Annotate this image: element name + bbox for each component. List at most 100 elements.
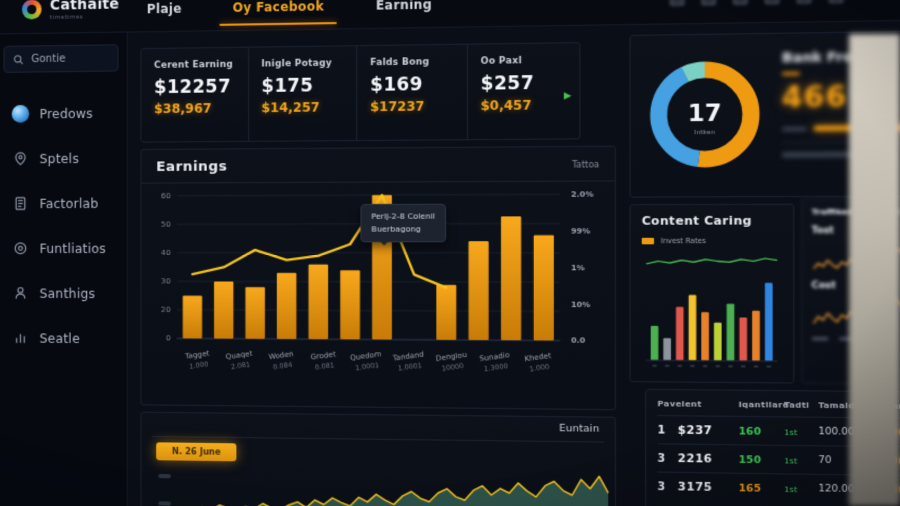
svg-text:10%: 10% [571,299,591,308]
divider [151,435,604,443]
shield-icon[interactable] [764,0,780,5]
tab-oy-facebook[interactable]: Oy Facebook [226,0,330,19]
earnings-chart: Perlj-2-8 Colenil Buerbagong 60 50 40 30 20 0… [141,181,614,398]
top-tabs: Plaje Oy Facebook Earning [140,0,438,31]
earnings-panel: Earnings Tattoa Perlj-2-8 Colenil Buerba… [140,145,617,411]
bar-chart-icon [12,329,30,347]
stat-value: $175 [261,75,314,98]
sidebar-item-predows[interactable]: Predows [6,90,117,136]
tab-earning[interactable]: Earning [375,0,433,13]
bottom-area-panel: Euntain N. 26 June [140,411,617,506]
svg-text:50: 50 [161,220,171,229]
svg-text:1%: 1% [571,263,585,272]
svg-text:2.0%: 2.0% [571,190,594,199]
text-blob [811,336,829,341]
stat-sub-value: $38,967 [154,100,212,117]
tab-plaje[interactable]: Plaje [146,1,182,17]
svg-text:99%: 99% [571,226,591,235]
stat-card-falds-bong[interactable]: Falds Bong $169 $17237 [357,44,468,141]
stat-value: $169 [370,74,423,97]
desk-background [849,34,900,506]
donut-chart: 17 Intken [642,43,768,186]
svg-text:Grodet0.081: Grodet0.081 [310,349,338,372]
brand-name: Cathaite [49,0,120,14]
stat-label: Oo Paxl [480,55,522,68]
traffic-title: Traffiked [811,206,854,217]
sidebar-search-label: Gontie [31,52,66,65]
cell-qty: 165 [738,481,762,495]
sidebar-item-label: Factorlab [39,195,99,211]
stat-card-cerent-earning[interactable]: Cerent Earning $12257 $38,967 [141,47,249,142]
content-caring-panel: Content Caring Invest Rates [629,203,795,384]
svg-text:0.0: 0.0 [571,336,585,345]
cell-qty: 160 [738,425,762,438]
sidebar-item-factorlab[interactable]: Factorlab [6,181,117,226]
user-icon[interactable] [796,0,812,4]
topbar: Cathaite timetimes Plaje Oy Facebook Ear… [0,0,900,35]
cell-tag: 1st [784,455,798,466]
svg-text:Intken: Intken [694,129,715,136]
text-blob [781,126,807,131]
svg-text:Tandand1.0001: Tandand1.0001 [391,349,426,373]
stat-sub-value: $0,457 [480,97,532,114]
svg-text:17: 17 [688,100,722,127]
stats-row: Cerent Earning $12257 $38,967 Inigle Pot… [140,42,581,143]
stat-card-inigle-potagy[interactable]: Inigle Potagy $175 $14,257 [248,46,358,141]
cell-price: 3175 [677,480,713,495]
brand-logo-icon[interactable] [21,0,42,20]
document-icon [12,195,30,213]
stat-label: Inigle Potagy [261,58,332,70]
cell-tag: 1st [784,483,798,494]
menu-icon[interactable] [828,0,844,4]
svg-text:Quaqet2.081: Quaqet2.081 [225,349,254,372]
sidebar-item-label: Funtliatios [39,240,106,256]
cell-qty: 150 [738,453,762,466]
globe-icon [11,104,30,123]
stat-label: Cerent Earning [154,59,233,72]
accent-dash [781,71,801,76]
cell-tag: 1st [784,426,798,437]
sidebar-item-label: Seatle [39,330,80,346]
sidebar-item-funtliatios[interactable]: Funtliatios [6,226,117,271]
content-caring-title: Content Caring [641,213,752,229]
person-icon [12,284,30,302]
column-header: Iqantliare [738,399,789,410]
svg-text:Khedet1.000: Khedet1.000 [524,351,554,374]
bell-icon[interactable] [732,0,748,5]
sidebar-item-santhigs[interactable]: Santhigs [6,271,117,316]
svg-text:Sunadio1.3000: Sunadio1.3000 [479,350,512,374]
sidebar-item-label: Predows [39,105,93,121]
topbar-icons [669,0,844,6]
cell-id: 3 [657,480,666,493]
chevron-right-icon[interactable]: ▶ [563,90,572,102]
svg-text:30: 30 [161,277,171,286]
stat-value: $257 [480,72,534,96]
stat-card-oo-paxl[interactable]: Oo Paxl $257 $0,457 ▶ [467,43,579,139]
tooltip-line-2: Buerbagong [371,224,421,234]
svg-text:Denglou10000: Denglou10000 [435,350,469,374]
sidebar-item-label: Santhigs [39,285,96,301]
svg-text:40: 40 [161,248,171,257]
content-sparkline [642,251,782,264]
svg-text:Woden0.084: Woden0.084 [268,349,296,372]
sidebar-search[interactable]: Gontie [3,44,119,73]
sidebar-item-sptels[interactable]: Sptels [6,136,117,182]
svg-text:0: 0 [166,334,171,343]
column-header: Tadti [784,399,810,411]
column-header: Pavelent [657,398,702,409]
earnings-header: Earnings Tattoa [141,146,615,184]
brand-subtitle: timetimes [49,14,84,22]
sidebar-item-seatle[interactable]: Seatle [6,315,117,361]
stat-label: Falds Bong [370,56,430,69]
cell-id: 3 [657,452,666,465]
svg-text:60: 60 [161,191,171,200]
grid-icon[interactable] [701,0,716,6]
legend-swatch [641,237,655,245]
pin-icon [12,150,30,168]
camera-icon[interactable] [669,0,685,6]
sidebar: Gontie Predows Sptels Factorlab [0,31,128,506]
svg-text:Quedom1.0001: Quedom1.0001 [349,349,383,373]
stat-sub-value: $14,257 [261,99,320,116]
